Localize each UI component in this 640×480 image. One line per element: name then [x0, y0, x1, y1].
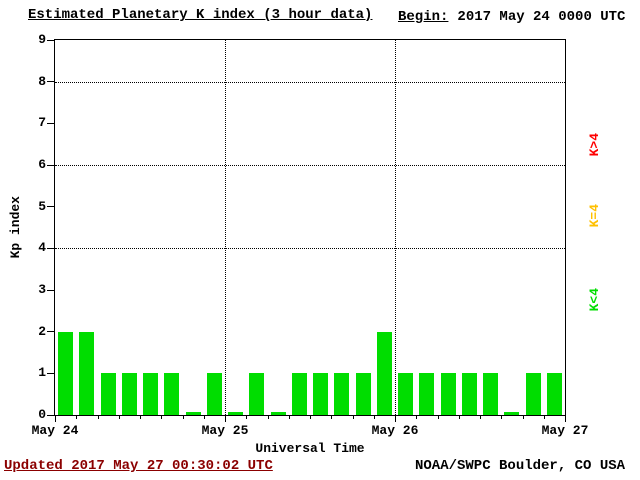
y-tick: [47, 122, 54, 124]
x-tick-minor: [522, 416, 524, 419]
kp-bar: [185, 412, 201, 415]
chart-title: Estimated Planetary K index (3 hour data…: [28, 7, 373, 23]
kp-bar: [440, 373, 456, 415]
legend-label: K=4: [586, 204, 602, 228]
plot-area: [54, 39, 566, 416]
legend-item: K=4: [585, 171, 603, 261]
y-tick-label: 4: [38, 240, 46, 256]
x-tick-label: May 26: [371, 423, 419, 438]
kp-bar: [419, 373, 435, 415]
x-tick-minor: [246, 416, 248, 419]
kp-bar: [483, 373, 499, 415]
y-axis-title: Kp index: [7, 196, 23, 259]
x-tick-minor: [161, 416, 163, 419]
y-tick-label: 6: [38, 157, 46, 172]
y-tick: [47, 331, 54, 333]
kp-bar: [164, 373, 180, 415]
x-tick-minor: [140, 416, 141, 419]
kp-bar: [313, 373, 329, 415]
gridline-horizontal: [55, 165, 565, 166]
kp-bar: [525, 373, 541, 415]
x-tick-major: [225, 416, 226, 422]
y-tick: [47, 39, 54, 41]
kp-bar: [79, 331, 95, 415]
legend-label: K<4: [586, 288, 602, 312]
kp-bar: [143, 373, 159, 415]
x-tick-minor: [458, 416, 460, 419]
x-tick-minor: [480, 416, 481, 419]
x-tick-minor: [76, 416, 78, 419]
y-tick: [47, 414, 54, 416]
gridline-vertical: [395, 40, 396, 415]
y-tick: [47, 81, 54, 83]
y-tick-label: 5: [38, 198, 46, 214]
gridline-horizontal: [55, 248, 565, 250]
x-tick-minor: [501, 416, 503, 419]
gridline-horizontal: [55, 81, 565, 83]
begin-line: Begin: 2017 May 24 0000 UTC: [398, 9, 625, 25]
x-tick-major: [55, 416, 56, 422]
y-tick-label: 2: [38, 323, 46, 339]
y-tick-label: 7: [38, 115, 46, 131]
y-tick: [47, 372, 54, 374]
x-tick-minor: [118, 416, 120, 419]
y-tick-label: 8: [38, 73, 46, 89]
y-tick: [47, 164, 54, 166]
kp-bar: [58, 331, 74, 415]
kp-bar: [334, 373, 350, 415]
kp-bar: [461, 373, 477, 415]
x-tick-minor: [203, 416, 205, 419]
y-tick: [47, 247, 54, 249]
x-tick-minor: [331, 416, 333, 419]
kp-bar: [121, 373, 137, 415]
kp-bar: [228, 412, 244, 415]
begin-value: 2017 May 24 0000 UTC: [457, 9, 626, 25]
x-tick-minor: [182, 416, 184, 419]
x-tick-minor: [416, 416, 418, 419]
updated-timestamp: Updated 2017 May 27 00:30:02 UTC: [4, 458, 273, 474]
kp-bar: [355, 373, 371, 415]
y-tick-label: 0: [38, 407, 46, 422]
x-axis-title: Universal Time: [255, 441, 365, 456]
legend-item: K<4: [585, 255, 603, 345]
kp-bar: [546, 373, 562, 415]
begin-label: Begin:: [398, 9, 449, 25]
x-tick-minor: [352, 416, 354, 419]
y-tick-label: 3: [38, 282, 46, 297]
y-tick-label: 1: [38, 365, 46, 381]
kp-bar: [376, 331, 392, 415]
x-tick-label: May 27: [541, 423, 589, 438]
kp-bar: [249, 373, 265, 415]
x-tick-major: [565, 416, 566, 422]
source-credit: NOAA/SWPC Boulder, CO USA: [415, 458, 626, 474]
kp-bar: [206, 373, 222, 415]
x-tick-minor: [437, 416, 439, 419]
gridline-vertical: [225, 40, 226, 415]
x-tick-minor: [288, 416, 290, 419]
y-axis-title-box: Kp index: [6, 165, 24, 290]
x-tick-label: May 24: [31, 423, 79, 438]
x-tick-minor: [310, 416, 311, 419]
x-tick-minor: [543, 416, 545, 419]
kp-bar: [504, 412, 520, 415]
kp-bar: [270, 412, 286, 415]
legend-label: K>4: [586, 133, 602, 157]
y-tick-label: 9: [38, 32, 46, 47]
x-tick-label: May 25: [201, 423, 249, 438]
y-tick: [47, 289, 54, 291]
x-tick-minor: [373, 416, 375, 419]
kp-bar: [291, 373, 307, 415]
x-tick-minor: [97, 416, 99, 419]
x-tick-major: [395, 416, 396, 422]
kp-bar: [100, 373, 116, 415]
kp-bar: [398, 373, 414, 415]
y-tick: [47, 206, 54, 208]
x-tick-minor: [267, 416, 269, 419]
